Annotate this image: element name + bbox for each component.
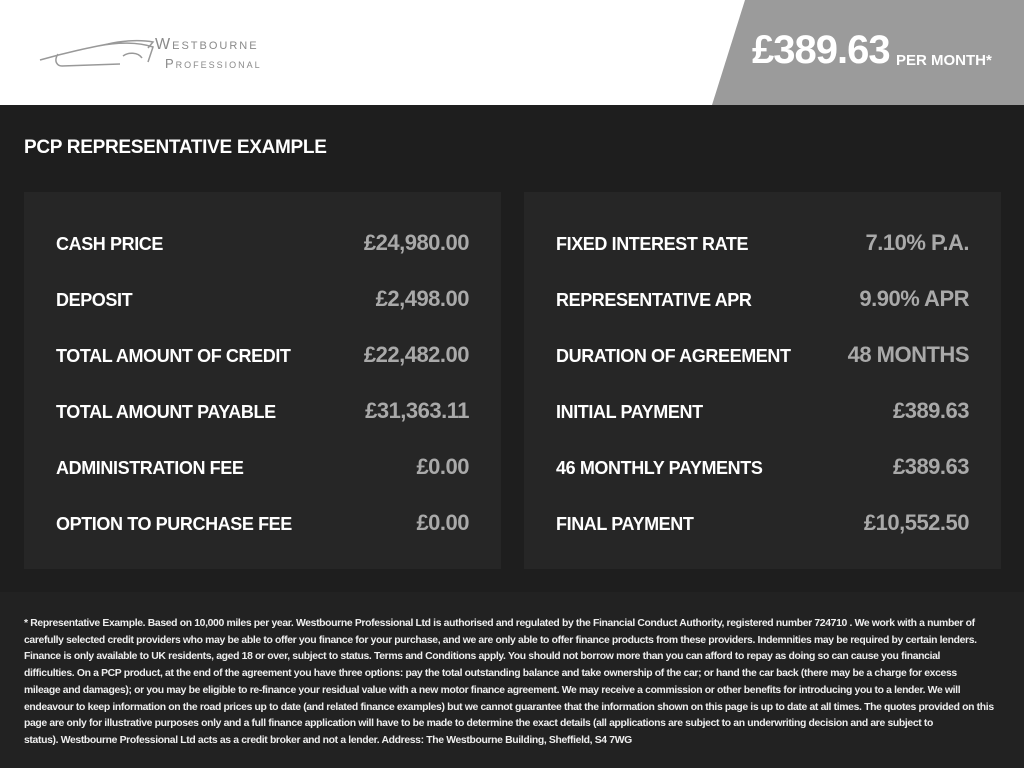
row-value: 7.10% P.A. (865, 230, 970, 255)
price-panel (712, 0, 1024, 105)
row-value: £24,980.00 (363, 230, 470, 255)
row-label: INITIAL PAYMENT (556, 402, 703, 422)
finance-row: DURATION OF AGREEMENT 48 MONTHS (556, 342, 970, 372)
disclaimer-line: mileage and damages); or you may be elig… (24, 684, 961, 696)
row-value: 48 MONTHS (847, 342, 970, 367)
disclaimer-text: * Representative Example. Based on 10,00… (24, 616, 994, 750)
row-value: £10,552.50 (863, 510, 970, 535)
row-value: £22,482.00 (363, 342, 470, 367)
row-label: DURATION OF AGREEMENT (556, 346, 791, 366)
section-title: PCP REPRESENTATIVE EXAMPLE (24, 137, 327, 158)
disclaimer-line: * Representative Example. Based on 10,00… (24, 618, 975, 629)
disclaimer-line: Finance is only available to UK resident… (24, 651, 941, 663)
monthly-price: £389.63 (752, 28, 891, 72)
finance-row: 46 MONTHLY PAYMENTS £389.63 (556, 454, 970, 484)
disclaimer-line: endeavour to keep information on the roa… (24, 701, 994, 713)
finance-row: FINAL PAYMENT £10,552.50 (556, 510, 970, 540)
row-label: DEPOSIT (56, 290, 133, 310)
brand-subtitle: Professional (165, 56, 262, 71)
finance-row: TOTAL AMOUNT PAYABLE £31,363.11 (56, 398, 469, 428)
row-value: £389.63 (892, 398, 970, 423)
row-value: £389.63 (892, 454, 970, 479)
disclaimer-line: difficulties. On a PCP product, at the e… (24, 668, 957, 680)
finance-card-right: FIXED INTEREST RATE 7.10% P.A. REPRESENTAT… (524, 192, 1001, 569)
row-value: £0.00 (416, 454, 469, 479)
row-label: FINAL PAYMENT (556, 514, 694, 534)
disclaimer-line: carefully selected credit providers who … (24, 634, 977, 646)
header: Westbourne Professional £389.63 PER MONT… (0, 0, 1024, 105)
finance-row: INITIAL PAYMENT £389.63 (556, 398, 970, 428)
finance-row: OPTION TO PURCHASE FEE £0.00 (56, 510, 469, 540)
disclaimer-line: page are only for illustrative purposes … (24, 718, 934, 730)
finance-row: DEPOSIT £2,498.00 (56, 286, 470, 316)
row-label: REPRESENTATIVE APR (556, 290, 752, 310)
row-value: £31,363.11 (365, 398, 469, 423)
row-label: TOTAL AMOUNT PAYABLE (56, 402, 276, 422)
finance-row: ADMINISTRATION FEE £0.00 (56, 454, 469, 484)
brand-name: Westbourne (155, 36, 259, 53)
row-label: 46 MONTHLY PAYMENTS (556, 458, 763, 478)
row-label: ADMINISTRATION FEE (56, 458, 244, 478)
row-label: CASH PRICE (56, 234, 164, 254)
row-label: FIXED INTEREST RATE (556, 234, 749, 254)
row-value: £0.00 (416, 510, 469, 535)
finance-row: FIXED INTEREST RATE 7.10% P.A. (556, 230, 970, 260)
row-label: OPTION TO PURCHASE FEE (56, 514, 292, 534)
disclaimer-footer: * Representative Example. Based on 10,00… (0, 592, 1024, 768)
row-value: £2,498.00 (375, 286, 470, 311)
finance-row: TOTAL AMOUNT OF CREDIT £22,482.00 (56, 342, 470, 372)
row-value: 9.90% APR (859, 286, 969, 311)
finance-card-left: CASH PRICE £24,980.00 DEPOSIT £2,498.00 TOTA… (24, 192, 501, 569)
finance-row: REPRESENTATIVE APR 9.90% APR (556, 286, 969, 316)
car-logo-icon (39, 39, 155, 67)
per-month-label: PER MONTH* (896, 52, 992, 69)
finance-row: CASH PRICE £24,980.00 (56, 230, 470, 260)
disclaimer-line: status). Westbourne Professional Ltd act… (24, 734, 632, 746)
row-label: TOTAL AMOUNT OF CREDIT (56, 346, 291, 366)
